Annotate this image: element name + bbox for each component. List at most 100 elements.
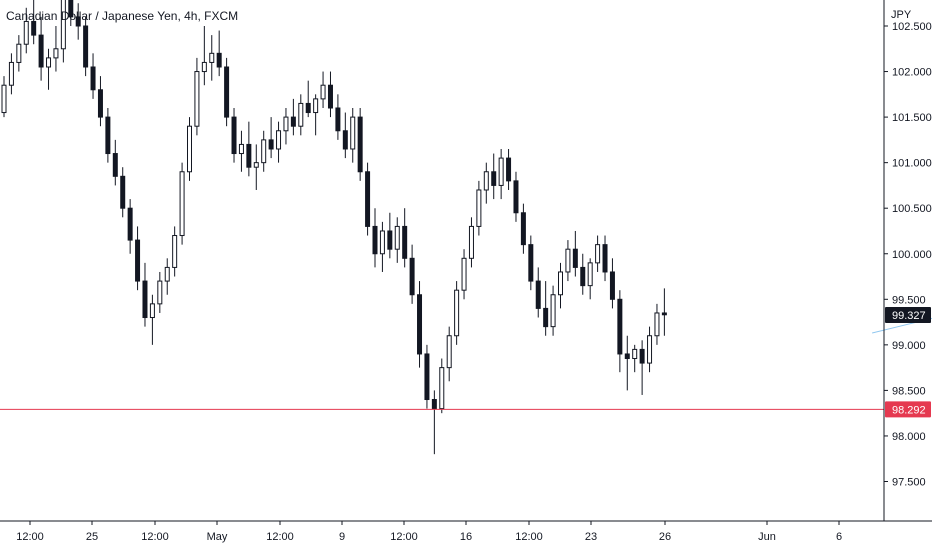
time-tick-label: 9 — [339, 531, 345, 543]
candle-body — [313, 98, 319, 114]
candle — [31, 0, 37, 45]
candle-body — [290, 116, 296, 127]
candle — [513, 171, 519, 222]
candle-body — [83, 25, 89, 68]
candle — [431, 390, 437, 455]
candle — [112, 139, 118, 186]
candle-body — [194, 71, 200, 127]
candle — [283, 107, 289, 145]
candle-body — [209, 52, 215, 63]
candle — [476, 180, 482, 236]
candle-body — [201, 61, 207, 73]
candle-body — [120, 175, 126, 209]
price-tick-label: 100.000 — [892, 249, 932, 261]
price-tick-label: 101.000 — [892, 158, 932, 170]
candle — [461, 249, 467, 300]
candle-body — [268, 139, 274, 150]
candle-body — [639, 348, 645, 364]
candle — [276, 121, 282, 163]
candle — [439, 358, 445, 414]
candle-body — [550, 294, 556, 328]
candle-body — [580, 266, 586, 287]
candle — [179, 162, 185, 245]
time-tick-label: Jun — [758, 531, 776, 543]
candle — [417, 281, 423, 368]
candle — [224, 57, 230, 127]
candle-body — [179, 171, 185, 237]
current-price-tag-label: 99.327 — [892, 310, 926, 322]
candle-body — [483, 171, 489, 191]
candle — [194, 57, 200, 136]
candle — [238, 130, 244, 172]
candle — [97, 76, 103, 127]
candle — [172, 226, 178, 277]
candle-body — [491, 171, 497, 186]
candle — [468, 217, 474, 268]
candle-body — [647, 335, 653, 364]
candle-body — [8, 61, 14, 86]
time-tick-label: 12:00 — [266, 531, 294, 543]
candle — [572, 230, 578, 277]
candle-body — [149, 303, 155, 319]
candle — [253, 144, 259, 190]
candle — [23, 7, 29, 54]
candle — [379, 221, 385, 272]
symbol-title: Canadian Dollar / Japanese Yen, 4h, FXCM — [6, 9, 239, 23]
candle — [498, 148, 504, 200]
candle — [535, 267, 541, 318]
time-tick-label: 16 — [460, 531, 472, 543]
candle — [157, 271, 163, 313]
price-axis[interactable]: 102.500 102.000 101.500 101.000 100.500 100.0… — [884, 21, 932, 489]
current-price-tag: 99.327 — [885, 307, 931, 324]
candle-body — [357, 116, 363, 173]
candle-body — [446, 335, 452, 369]
candle-body — [23, 20, 29, 45]
candle-body — [112, 153, 118, 177]
candle — [580, 253, 586, 295]
candle — [402, 208, 408, 268]
candle — [187, 117, 192, 181]
candle-body — [654, 312, 660, 337]
candles-layer — [1, 0, 667, 455]
candle-body — [172, 235, 178, 268]
candle-body — [135, 239, 141, 282]
candle — [268, 117, 274, 159]
candle-body — [424, 353, 430, 401]
candle — [335, 94, 341, 140]
candle — [298, 94, 304, 136]
candle-body — [461, 257, 467, 291]
candle-body — [409, 257, 415, 296]
candle-body — [506, 157, 512, 182]
candle — [201, 26, 207, 86]
price-tick-label: 98.500 — [892, 385, 926, 397]
candle — [164, 258, 170, 295]
candle-body — [164, 266, 170, 282]
candle — [16, 35, 22, 72]
price-tick-label: 101.500 — [892, 112, 932, 124]
candle-body — [632, 348, 638, 360]
time-tick-label: 6 — [836, 531, 842, 543]
candle — [617, 290, 623, 373]
candle — [46, 48, 52, 90]
candle — [53, 26, 59, 72]
candle — [135, 226, 141, 291]
candle-body — [439, 367, 445, 410]
time-tick-label: 12:00 — [141, 531, 169, 543]
candle — [409, 244, 415, 304]
time-axis[interactable]: 12:00 25 12:00 May 12:00 9 12:00 16 12:00 23 26 Jun… — [16, 521, 842, 543]
candle — [60, 0, 66, 63]
candle-body — [335, 107, 341, 132]
candle-body — [379, 230, 385, 255]
candle-body — [246, 143, 252, 168]
candle — [357, 107, 363, 181]
currency-label: JPY — [891, 9, 912, 21]
support-level-tag: 98.292 — [885, 401, 931, 418]
time-tick-label: 12:00 — [390, 531, 418, 543]
support-level-tag-box — [885, 401, 931, 418]
candle-body — [283, 116, 289, 132]
candle — [632, 344, 638, 373]
candle-body — [1, 84, 7, 114]
candle — [372, 208, 378, 268]
candle — [609, 258, 615, 309]
